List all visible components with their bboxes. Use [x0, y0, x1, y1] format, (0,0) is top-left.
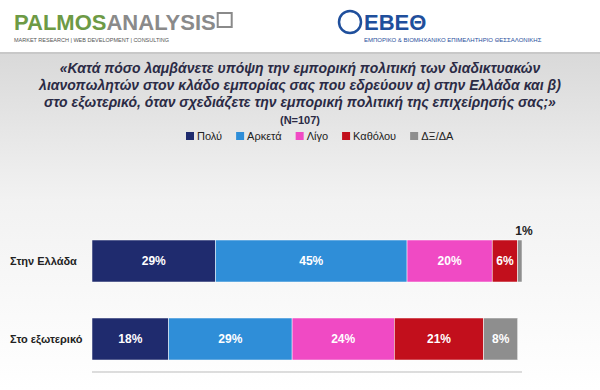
bar-segment — [169, 318, 292, 360]
legend-swatch — [236, 132, 244, 140]
subtitle: (N=107) — [0, 114, 600, 126]
title: «Κατά πόσο λαμβάνετε υπόψη την εμπορική … — [30, 60, 570, 111]
bar-segment — [215, 240, 407, 282]
legend-label: Πολύ — [197, 130, 222, 142]
logo-text: ΕΒΕΘ — [364, 10, 426, 35]
logo-text: ANALYSIS — [106, 10, 215, 35]
data-label: 8% — [492, 332, 510, 346]
legend-label: Αρκετά — [247, 130, 282, 142]
bar-segment — [407, 240, 492, 282]
bar-segment — [394, 318, 483, 360]
legend-swatch — [186, 132, 194, 140]
data-label: 6% — [496, 254, 514, 268]
data-label: 29% — [218, 332, 242, 346]
category-label: Στο εξωτερικό — [10, 333, 83, 346]
bar-segment — [92, 240, 215, 282]
logo-text: PALMOS — [14, 10, 106, 35]
chart: PALMOSANALYSIS MARKET RESEARCH | WEB DEVE… — [0, 0, 600, 390]
bar-segment — [484, 318, 518, 360]
data-label: 18% — [118, 332, 142, 346]
logo-emblem — [339, 11, 361, 33]
legend-label: Λίγο — [307, 130, 328, 142]
labels: 29% 45% 20% 6% 1% 18% 29% 24% 21% 8% — [118, 224, 533, 346]
legend-label: ΔΞ/ΔΑ — [421, 130, 454, 142]
category-label: Στην Ελλάδα — [10, 255, 77, 267]
data-label: 29% — [142, 254, 166, 268]
logo-tagline: ΕΜΠΟΡΙΚΟ & ΒΙΟΜΗΧΑΝΙΚΟ ΕΠΙΜΕΛΗΤΗΡΙΟ ΘΕΣΣ… — [364, 37, 542, 43]
data-label: 21% — [427, 332, 451, 346]
data-label: 1% — [515, 224, 533, 238]
bar-segment — [518, 240, 522, 282]
bar-segment — [492, 240, 518, 282]
axis-line — [92, 372, 522, 373]
data-label: 45% — [299, 254, 323, 268]
legend-swatch — [342, 132, 350, 140]
bars — [92, 240, 522, 360]
legend-label: Καθόλου — [353, 130, 396, 142]
legend-swatch — [410, 132, 418, 140]
bar-segment — [292, 318, 394, 360]
data-label: 20% — [438, 254, 462, 268]
legend-swatch — [296, 132, 304, 140]
data-label: 24% — [331, 332, 355, 346]
logo-box — [218, 13, 232, 27]
bar-segment — [92, 318, 169, 360]
logo-tagline: MARKET RESEARCH | WEB DEVELOPMENT | CONS… — [14, 37, 169, 43]
